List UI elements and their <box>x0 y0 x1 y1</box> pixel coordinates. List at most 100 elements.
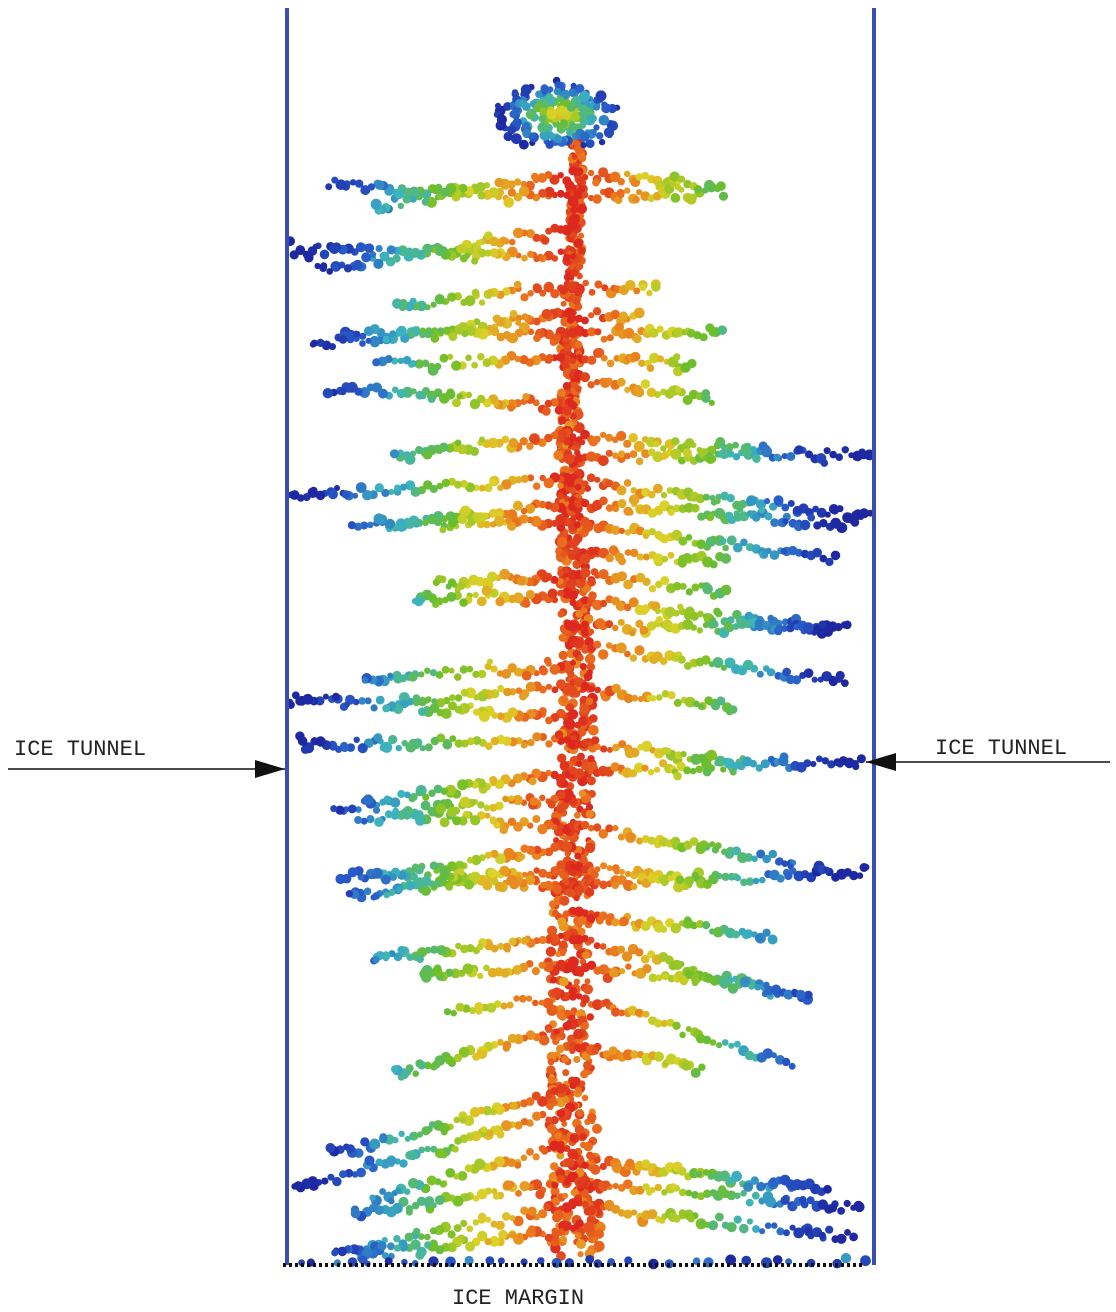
particle <box>735 875 742 882</box>
particle <box>804 1227 813 1236</box>
particle <box>675 184 682 191</box>
particle <box>554 88 562 96</box>
diagram: ICE TUNNEL ICE TUNNEL ICE MARGIN <box>0 0 1116 1312</box>
particle <box>634 385 643 394</box>
particle <box>451 361 461 371</box>
particle <box>765 1222 772 1229</box>
particle <box>754 984 761 991</box>
particle <box>691 504 700 513</box>
particle <box>534 867 540 873</box>
particle <box>580 697 587 704</box>
particle <box>398 1131 404 1137</box>
particle <box>459 1117 466 1124</box>
particle <box>589 714 598 723</box>
particle <box>402 674 408 680</box>
particle <box>709 400 715 406</box>
particle <box>709 327 719 337</box>
particle <box>828 1204 837 1213</box>
particle <box>596 917 604 925</box>
particle <box>499 866 509 876</box>
particle <box>455 739 464 748</box>
particle <box>580 132 590 142</box>
particle <box>749 760 757 768</box>
particle <box>582 1095 589 1102</box>
particle <box>539 115 547 123</box>
particle <box>576 1200 583 1207</box>
particle <box>582 951 590 959</box>
particle <box>824 447 831 454</box>
particle <box>790 1183 798 1191</box>
particle <box>542 407 551 416</box>
particle <box>586 810 594 818</box>
particle <box>546 947 556 957</box>
particle <box>575 341 583 349</box>
particle <box>570 1135 576 1141</box>
particle <box>731 1171 742 1182</box>
particle <box>781 548 788 555</box>
particle <box>788 500 795 507</box>
particle <box>588 170 594 176</box>
particle <box>616 431 626 441</box>
particle <box>860 863 869 872</box>
particle <box>433 579 440 586</box>
particle <box>398 203 404 209</box>
particle <box>528 1225 536 1233</box>
particle <box>402 740 408 746</box>
particle <box>585 1255 594 1264</box>
particle <box>394 188 405 199</box>
particle <box>759 877 766 884</box>
particle <box>624 171 631 178</box>
particle <box>445 1056 454 1065</box>
particle <box>415 391 424 400</box>
particle <box>439 870 449 880</box>
particle <box>655 608 661 614</box>
particle <box>665 748 671 754</box>
particle <box>554 81 561 88</box>
particle <box>392 298 402 308</box>
particle <box>456 244 466 254</box>
particle <box>295 731 304 740</box>
particle <box>450 1010 457 1017</box>
particle <box>726 707 734 715</box>
particle <box>674 699 682 707</box>
particle <box>671 437 679 445</box>
particle <box>587 115 595 123</box>
particle <box>458 514 468 524</box>
particle <box>615 553 624 562</box>
particle <box>437 327 444 334</box>
particle <box>413 700 419 706</box>
particle <box>355 180 363 188</box>
particle <box>581 1162 588 1169</box>
particle <box>424 1241 431 1248</box>
particle <box>629 494 640 505</box>
particle <box>691 624 697 630</box>
particle <box>544 657 552 665</box>
particle <box>849 1233 858 1242</box>
particle <box>310 341 316 347</box>
particle <box>668 875 674 881</box>
particle <box>330 805 337 812</box>
particle <box>587 356 596 365</box>
particle <box>497 712 505 720</box>
particle <box>554 135 562 143</box>
particle <box>632 196 640 204</box>
particle <box>569 993 577 1001</box>
particle <box>481 1126 488 1133</box>
particle <box>527 739 534 746</box>
particle <box>381 875 391 885</box>
particle <box>812 677 818 683</box>
particle <box>746 495 757 506</box>
particle <box>503 1180 513 1190</box>
particle <box>583 1061 592 1070</box>
particle <box>557 493 563 499</box>
particle <box>671 193 681 203</box>
particle <box>599 115 610 126</box>
particle <box>692 584 700 592</box>
particle <box>699 840 708 849</box>
particle <box>580 1142 586 1148</box>
particle <box>575 385 582 392</box>
particle <box>612 825 618 831</box>
particle <box>479 485 486 492</box>
particle <box>483 358 492 367</box>
particle <box>421 972 432 983</box>
